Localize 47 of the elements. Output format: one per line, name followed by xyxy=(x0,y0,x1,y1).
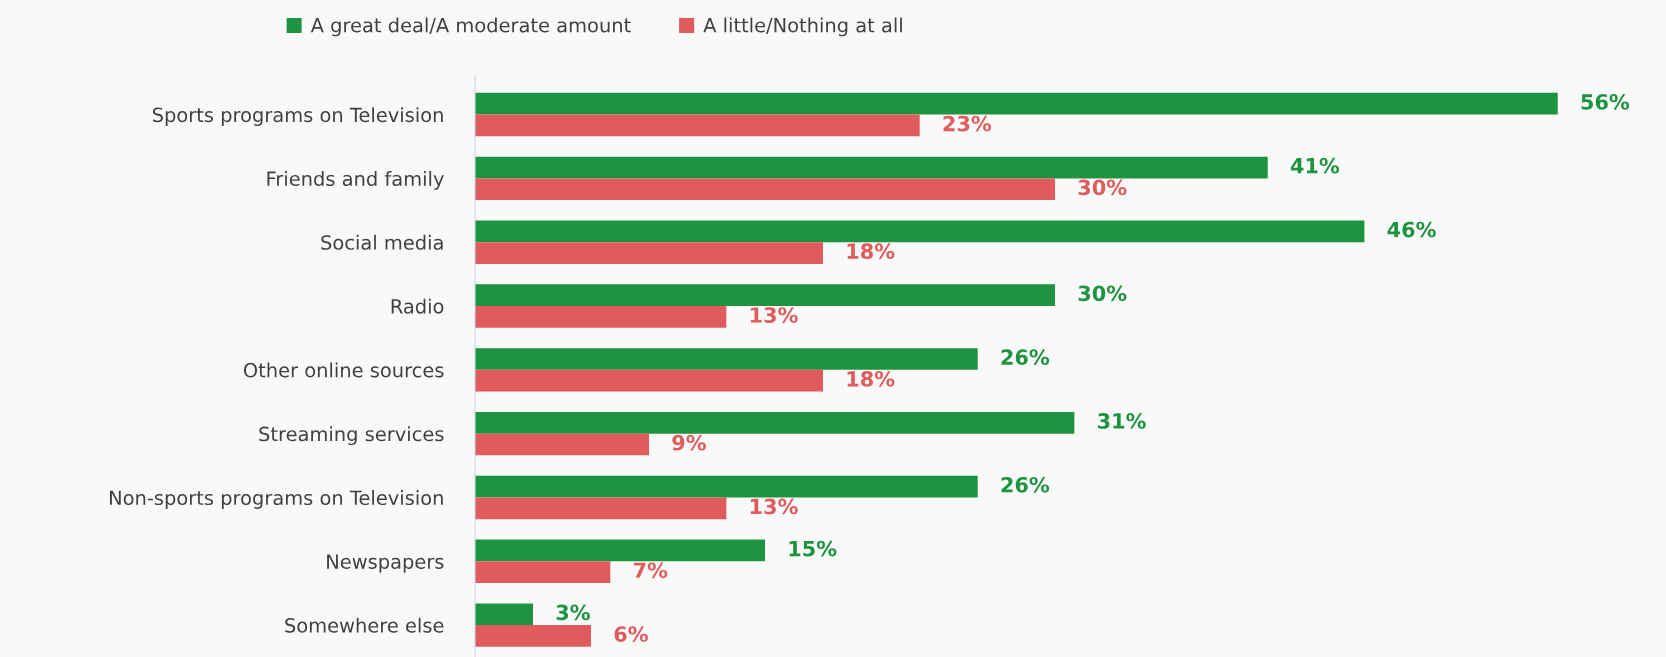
data-label: 26% xyxy=(1001,349,1050,366)
bar xyxy=(475,178,1056,201)
bar xyxy=(475,411,1075,434)
bar xyxy=(475,156,1268,179)
bar xyxy=(475,242,824,264)
y-tick-label: Sports programs on Television xyxy=(152,107,443,126)
bar xyxy=(475,539,766,562)
y-tick-label: Streaming services xyxy=(259,426,444,446)
data-label: 56% xyxy=(1581,94,1630,110)
legend-label: A great deal/A moderate amount xyxy=(310,17,631,37)
data-label: 18% xyxy=(847,370,895,387)
data-label: 3% xyxy=(556,604,590,621)
data-label: 6% xyxy=(614,626,648,642)
y-tick-label: Somewhere else xyxy=(285,617,444,633)
data-label: 9% xyxy=(672,434,706,451)
bar xyxy=(475,497,727,520)
bar xyxy=(475,433,650,456)
data-label: 30% xyxy=(1078,179,1127,196)
bar xyxy=(475,369,824,392)
y-tick-label: Other online sources xyxy=(243,362,444,378)
bar xyxy=(475,92,1558,115)
data-label: 18% xyxy=(847,243,895,260)
data-label: 7% xyxy=(633,562,668,579)
data-label: 13% xyxy=(750,498,798,515)
data-label: 26% xyxy=(1001,476,1050,493)
bar xyxy=(475,603,533,626)
data-label: 13% xyxy=(750,307,798,323)
y-tick-label: Non-sports programs on Television xyxy=(110,490,443,509)
y-tick-label: Friends and family xyxy=(267,170,444,190)
y-tick-label: Newspapers xyxy=(327,554,444,573)
y-tick-label: Social media xyxy=(321,234,443,250)
data-label: 46% xyxy=(1387,221,1436,238)
data-label: 30% xyxy=(1078,285,1127,302)
bar xyxy=(475,625,592,647)
legend-label: A little/Nothing at all xyxy=(703,17,902,37)
bar xyxy=(475,220,1365,243)
data-label: 23% xyxy=(943,115,992,132)
y-tick-label: Radio xyxy=(391,298,444,314)
bar xyxy=(475,284,1056,307)
data-label: 41% xyxy=(1290,157,1340,174)
bar xyxy=(475,114,920,137)
data-label: 31% xyxy=(1097,413,1146,429)
bar xyxy=(475,475,978,498)
bar xyxy=(475,561,611,583)
bar xyxy=(475,306,727,328)
data-label: 15% xyxy=(789,540,837,557)
bar xyxy=(475,348,978,370)
